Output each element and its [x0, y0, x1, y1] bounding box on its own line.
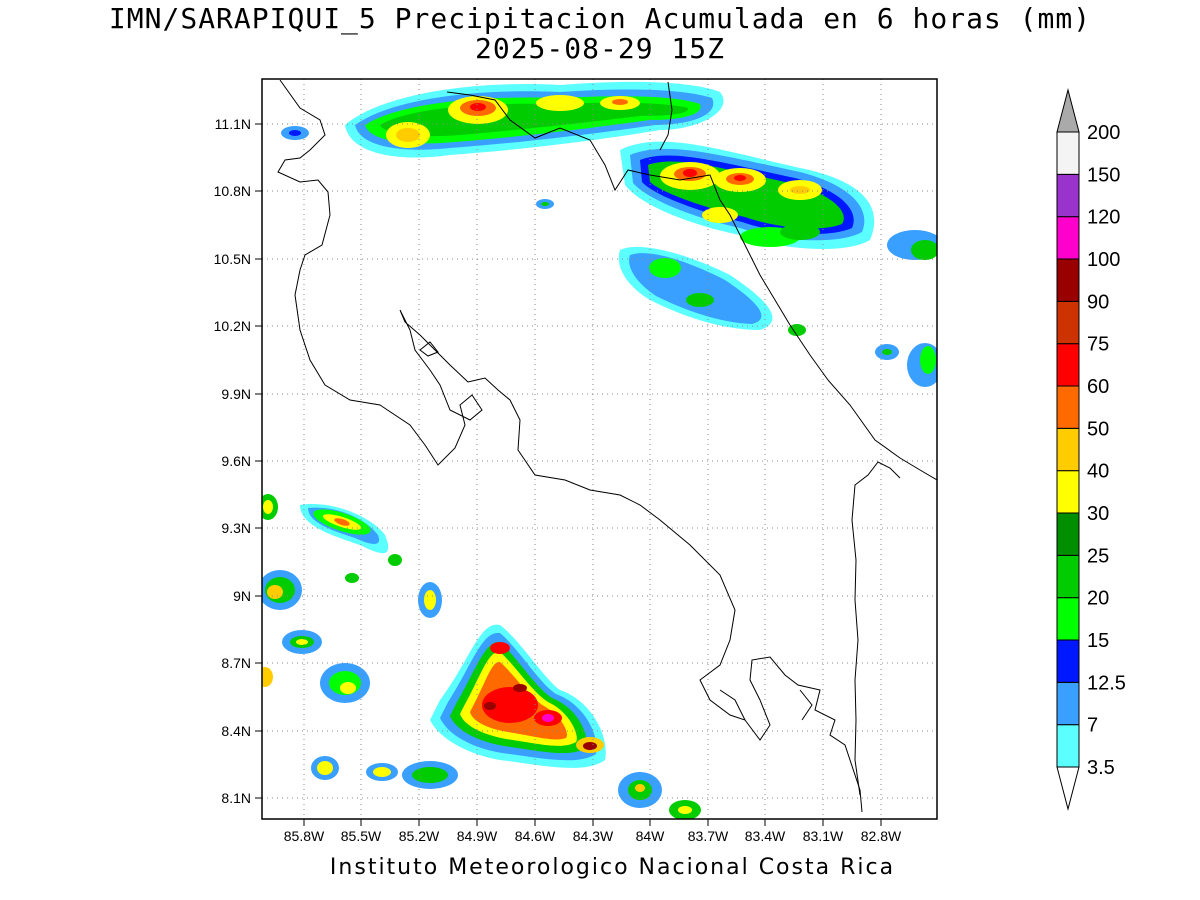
nicaragua-border	[446, 91, 791, 326]
axis-ticks	[255, 123, 882, 826]
lon-tick-label: 85.5W	[341, 828, 382, 844]
coastline	[277, 79, 937, 813]
lat-tick-label: 8.4N	[221, 723, 251, 739]
colorbar-label: 200	[1087, 122, 1120, 144]
colorbar-segment	[1056, 597, 1080, 641]
colorbar-segment	[1056, 639, 1080, 683]
colorbar-label: 3.5	[1087, 757, 1115, 779]
map-title: IMN/SARAPIQUI_5 Precipitacion Acumulada …	[108, 2, 1092, 35]
panama-border	[851, 461, 901, 796]
colorbar-segment	[1056, 131, 1080, 175]
lat-tick-label: 8.1N	[221, 790, 251, 806]
colorbar: 3.5 7 12.5 15 20 25 30 40 50 60 75 90 100 120 150 200	[1056, 88, 1126, 811]
colorbar-segment	[1056, 470, 1080, 514]
lat-tick-label: 11.1N	[215, 116, 251, 132]
colorbar-label: 75	[1087, 334, 1109, 356]
lon-tick-label: 84.6W	[515, 828, 556, 844]
colorbar-segment	[1056, 512, 1080, 556]
osa-peninsula	[719, 689, 813, 721]
colorbar-segment	[1056, 427, 1080, 472]
lon-tick-label: 83.7W	[688, 828, 729, 844]
lat-tick-label: 10.2N	[214, 318, 251, 334]
precipitation-field	[262, 81, 937, 819]
rain-pacific-south	[262, 494, 701, 819]
colorbar-segment	[1056, 173, 1080, 218]
lon-tick-label: 83.4W	[745, 828, 786, 844]
colorbar-segment	[1056, 681, 1080, 726]
lon-tick-label: 85.8W	[284, 828, 325, 844]
colorbar-label: 60	[1087, 376, 1109, 398]
colorbar-label: 25	[1087, 545, 1109, 567]
caribbean-coastline	[789, 324, 937, 481]
lat-tick-label: 10.5N	[214, 251, 251, 267]
latitude-labels: 11.1N 10.8N 10.5N 10.2N 9.9N 9.6N 9.3N 9…	[214, 116, 251, 806]
lat-tick-label: 9N	[233, 588, 251, 604]
colorbar-label: 40	[1087, 461, 1109, 483]
lon-tick-label: 84.3W	[573, 828, 614, 844]
lat-tick-label: 9.3N	[221, 520, 251, 536]
lat-tick-label: 9.6N	[221, 453, 251, 469]
colorbar-segment	[1056, 216, 1080, 260]
colorbar-label: 120	[1087, 207, 1120, 229]
lake-outline	[419, 341, 439, 357]
colorbar-label: 20	[1087, 588, 1109, 610]
footer-credit: Instituto Meteorologico Nacional Costa R…	[329, 855, 896, 880]
lon-tick-label: 82.8W	[861, 828, 902, 844]
colorbar-segment	[1056, 300, 1080, 345]
lat-tick-label: 9.9N	[221, 386, 251, 402]
lat-tick-label: 8.7N	[221, 655, 251, 671]
colorbar-label: 100	[1087, 249, 1120, 271]
colorbar-segment	[1056, 724, 1080, 768]
north-border-segment	[659, 81, 673, 151]
colorbar-cap-bottom	[1056, 766, 1080, 811]
rain-band-north	[281, 81, 724, 158]
pacific-coastline	[277, 79, 863, 813]
colorbar-label: 7	[1087, 715, 1098, 737]
lat-tick-label: 10.8N	[214, 183, 251, 199]
colorbar-label: 30	[1087, 503, 1109, 525]
colorbar-label: 150	[1087, 164, 1120, 186]
map-frame	[261, 78, 938, 820]
colorbar-label: 12.5	[1087, 672, 1126, 694]
map-datetime: 2025-08-29 15Z	[474, 32, 725, 65]
lon-tick-label: 85.2W	[399, 828, 440, 844]
colorbar-label: 90	[1087, 291, 1109, 313]
colorbar-segment	[1056, 385, 1080, 429]
colorbar-segment	[1056, 258, 1080, 302]
map-grid	[262, 79, 937, 819]
colorbar-label: 50	[1087, 418, 1109, 440]
colorbar-segment	[1056, 343, 1080, 387]
longitude-labels: 85.8W 85.5W 85.2W 84.9W 84.6W 84.3W 84W …	[284, 828, 902, 844]
lon-tick-label: 83.1W	[803, 828, 844, 844]
colorbar-segment	[1056, 554, 1080, 599]
colorbar-label: 15	[1087, 630, 1109, 652]
rain-osa-core	[430, 624, 606, 768]
rain-band-northeast	[536, 141, 937, 387]
lon-tick-label: 84.9W	[457, 828, 498, 844]
lon-tick-label: 84W	[636, 828, 666, 844]
colorbar-cap-top	[1056, 88, 1080, 133]
